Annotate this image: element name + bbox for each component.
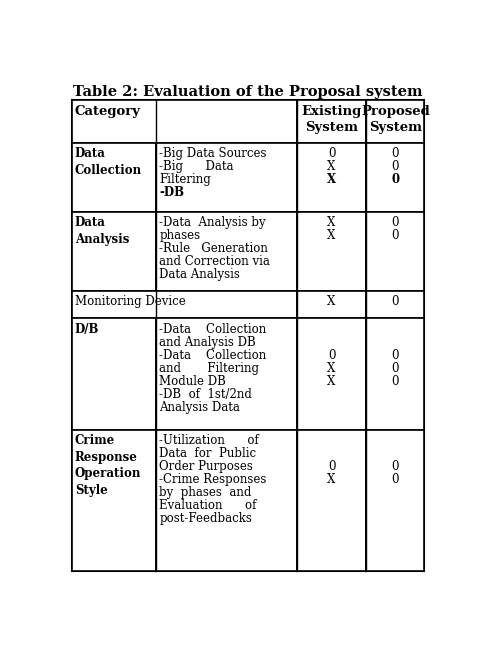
- Bar: [156, 143, 297, 212]
- Bar: [297, 212, 366, 290]
- Text: phases: phases: [159, 229, 200, 242]
- Text: 0: 0: [392, 460, 399, 473]
- Text: Data  for  Public: Data for Public: [159, 447, 256, 460]
- Text: Module DB: Module DB: [159, 375, 226, 388]
- Text: -Data    Collection: -Data Collection: [159, 349, 266, 362]
- Text: 0: 0: [392, 229, 399, 242]
- Bar: [72, 318, 156, 430]
- Bar: [297, 290, 366, 318]
- Text: 0: 0: [328, 460, 335, 473]
- Text: Order Purposes: Order Purposes: [159, 460, 253, 473]
- Text: -Big Data Sources: -Big Data Sources: [159, 147, 267, 160]
- Text: X: X: [327, 473, 336, 486]
- Text: Table 2: Evaluation of the Proposal system: Table 2: Evaluation of the Proposal syst…: [73, 86, 423, 99]
- Text: X: X: [327, 362, 336, 375]
- Bar: [366, 143, 424, 212]
- Text: 0: 0: [391, 173, 399, 186]
- Bar: [366, 212, 424, 290]
- Text: X: X: [327, 229, 336, 242]
- Text: 0: 0: [392, 375, 399, 388]
- Bar: [297, 318, 366, 430]
- Bar: [297, 143, 366, 212]
- Text: X: X: [327, 295, 336, 308]
- Text: -DB: -DB: [159, 186, 184, 199]
- Bar: [366, 100, 424, 143]
- Bar: [366, 290, 424, 318]
- Text: Monitoring Device: Monitoring Device: [75, 295, 185, 308]
- Bar: [156, 212, 297, 290]
- Text: X: X: [327, 160, 336, 173]
- Text: 0: 0: [328, 147, 335, 160]
- Text: Existing
System: Existing System: [302, 105, 362, 134]
- Text: 0: 0: [392, 147, 399, 160]
- Text: 0: 0: [392, 216, 399, 229]
- Text: and Analysis DB: and Analysis DB: [159, 336, 256, 349]
- Text: Analysis Data: Analysis Data: [159, 400, 240, 413]
- Text: X: X: [327, 216, 336, 229]
- Text: 0: 0: [392, 473, 399, 486]
- Bar: [297, 100, 366, 143]
- Text: Crime
Response
Operation
Style: Crime Response Operation Style: [75, 434, 141, 497]
- Text: Evaluation      of: Evaluation of: [159, 499, 257, 512]
- Text: and       Filtering: and Filtering: [159, 362, 259, 375]
- Text: Proposed
System: Proposed System: [361, 105, 430, 134]
- Text: Category: Category: [75, 105, 141, 118]
- Bar: [72, 100, 297, 143]
- Text: 0: 0: [392, 295, 399, 308]
- Text: Data
Analysis: Data Analysis: [75, 216, 129, 246]
- Text: -Data  Analysis by: -Data Analysis by: [159, 216, 266, 229]
- Text: -Utilization      of: -Utilization of: [159, 434, 259, 447]
- Bar: [156, 430, 297, 571]
- Text: post-Feedbacks: post-Feedbacks: [159, 512, 252, 525]
- Text: -Big      Data: -Big Data: [159, 160, 234, 173]
- Text: Data Analysis: Data Analysis: [159, 268, 240, 281]
- Text: -DB  of  1st/2nd: -DB of 1st/2nd: [159, 388, 252, 400]
- Text: by  phases  and: by phases and: [159, 486, 252, 499]
- Text: -Crime Responses: -Crime Responses: [159, 473, 267, 486]
- Bar: [156, 318, 297, 430]
- Text: 0: 0: [392, 160, 399, 173]
- Text: -Rule   Generation: -Rule Generation: [159, 242, 268, 255]
- Bar: [366, 318, 424, 430]
- Text: Filtering: Filtering: [159, 173, 211, 186]
- Bar: [72, 290, 297, 318]
- Text: X: X: [327, 375, 336, 388]
- Text: and Correction via: and Correction via: [159, 255, 270, 268]
- Text: X: X: [327, 173, 336, 186]
- Bar: [72, 430, 156, 571]
- Bar: [72, 212, 156, 290]
- Text: 0: 0: [328, 349, 335, 362]
- Bar: [366, 430, 424, 571]
- Bar: [72, 143, 156, 212]
- Text: -Data    Collection: -Data Collection: [159, 323, 266, 336]
- Bar: [297, 430, 366, 571]
- Text: Data
Collection: Data Collection: [75, 147, 142, 177]
- Text: 0: 0: [392, 349, 399, 362]
- Text: 0: 0: [392, 362, 399, 375]
- Text: D/B: D/B: [75, 323, 99, 336]
